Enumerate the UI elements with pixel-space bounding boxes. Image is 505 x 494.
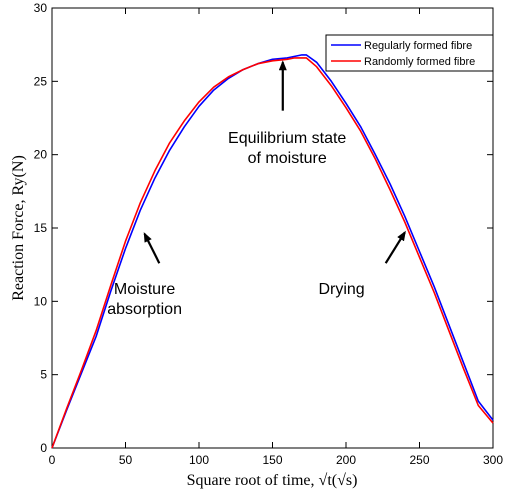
- series-line-random: [51, 57, 494, 449]
- y-tick-label: 10: [34, 294, 48, 308]
- plot-frame: [51, 7, 494, 449]
- annotation-text: absorption: [107, 301, 182, 318]
- x-tick-label: 200: [336, 453, 356, 467]
- annotation-text: of moisture: [248, 150, 327, 167]
- legend-label-random: Randomly formed fibre: [364, 56, 475, 68]
- y-axis-ticks: 0 5 10 15 20 25 30: [34, 1, 493, 455]
- x-axis-title: Square root of time, √t(√s): [187, 472, 358, 489]
- y-tick-label: 5: [40, 368, 47, 382]
- y-tick-label: 30: [34, 1, 48, 15]
- y-tick-label: 0: [40, 441, 47, 455]
- y-axis-title: Reaction Force, Ry(N): [10, 155, 27, 301]
- x-tick-label: 0: [49, 453, 56, 467]
- legend: Regularly formed fibre Randomly formed f…: [325, 34, 494, 72]
- x-tick-label: 100: [189, 453, 209, 467]
- annotation-text: Drying: [318, 281, 364, 298]
- legend-box: [325, 34, 494, 72]
- series-line-regular: [51, 54, 494, 449]
- x-tick-label: 300: [483, 453, 503, 467]
- annotations: Equilibrium state of moisture Moisture abso…: [107, 60, 406, 318]
- series-lines: [51, 54, 494, 449]
- y-tick-label: 15: [34, 221, 48, 235]
- y-tick-label: 25: [34, 74, 48, 88]
- annotation-text: Moisture: [114, 281, 175, 298]
- annotation-text: Equilibrium state: [228, 130, 346, 147]
- x-axis-ticks: 0 50 100 150 200 250 300: [49, 8, 503, 467]
- annotation-arrow: [384, 230, 406, 264]
- x-tick-label: 250: [409, 453, 429, 467]
- x-tick-label: 150: [262, 453, 282, 467]
- y-tick-label: 20: [34, 148, 48, 162]
- annotation-arrow: [143, 232, 161, 264]
- x-tick-label: 50: [119, 453, 133, 467]
- legend-label-regular: Regularly formed fibre: [364, 40, 472, 52]
